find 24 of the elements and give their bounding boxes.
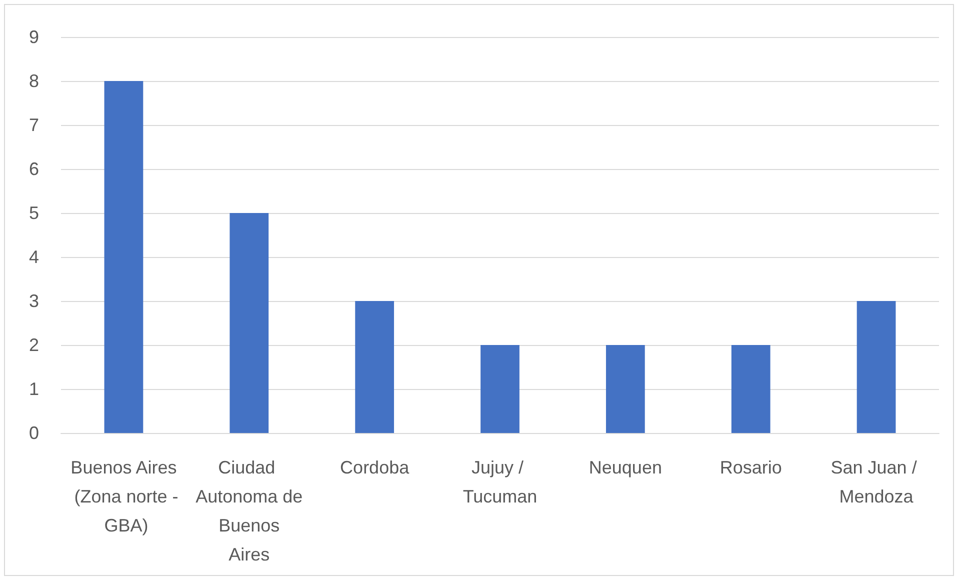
y-tick-label: 0 <box>28 423 39 443</box>
x-tick-label: Buenos Aires (Zona norte - GBA) <box>69 458 178 536</box>
bar <box>606 345 645 433</box>
y-tick-label: 3 <box>28 291 39 311</box>
x-tick-label: Cordoba <box>340 458 410 478</box>
x-tick-label: Ciudad Autonoma de Buenos Aires <box>196 458 303 564</box>
y-tick-label: 1 <box>28 379 39 399</box>
x-tick-label: San Juan / Mendoza <box>830 458 922 506</box>
x-tick-label: Jujuy / Tucuman <box>462 458 538 506</box>
bar <box>104 81 144 433</box>
x-tick-label: Rosario <box>720 458 782 478</box>
y-tick-label: 8 <box>28 71 39 91</box>
bar <box>230 213 269 433</box>
y-tick-label: 9 <box>28 27 39 47</box>
x-tick-label: Neuquen <box>588 458 662 478</box>
y-tick-label: 7 <box>28 115 39 135</box>
y-tick-label: 5 <box>28 203 39 223</box>
bar <box>480 345 520 433</box>
y-tick-label: 2 <box>28 335 39 355</box>
bar <box>856 301 896 433</box>
bar <box>731 345 770 433</box>
bar <box>355 301 394 433</box>
y-tick-label: 4 <box>28 247 39 267</box>
y-tick-label: 6 <box>28 159 39 179</box>
